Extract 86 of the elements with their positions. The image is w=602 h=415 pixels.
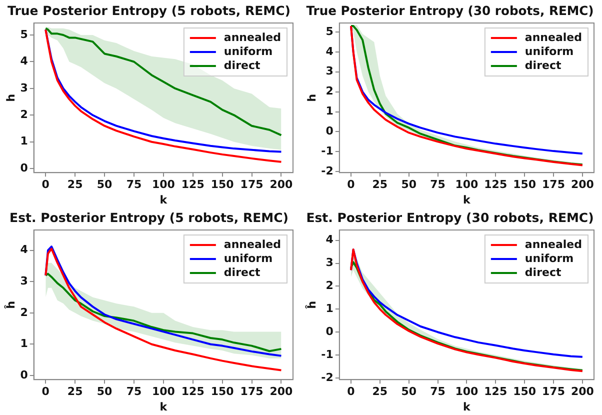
x-tick-label: 0 bbox=[42, 178, 50, 192]
x-tick-label: 125 bbox=[484, 178, 508, 192]
y-axis-title: h bbox=[4, 94, 18, 102]
y-tick-label: 1 bbox=[20, 337, 28, 350]
x-tick-label: 75 bbox=[430, 385, 446, 398]
legend-label: annealed bbox=[524, 238, 582, 251]
legend-label: uniform bbox=[224, 252, 273, 265]
x-tick-label: 200 bbox=[270, 178, 294, 192]
x-tick-label: 125 bbox=[181, 178, 204, 192]
y-tick-label: 0 bbox=[326, 324, 334, 338]
y-tick-label: 3 bbox=[20, 274, 28, 288]
x-tick-label: 100 bbox=[152, 385, 176, 398]
x-tick-label: 25 bbox=[67, 385, 83, 398]
y-tick-label: 1 bbox=[326, 302, 334, 316]
x-tick-label: 175 bbox=[240, 178, 264, 192]
y-tick-label: -1 bbox=[321, 348, 334, 361]
y-tick-label: 1 bbox=[20, 134, 28, 148]
chart-title: True Posterior Entropy (5 robots, REMC) bbox=[8, 2, 290, 18]
x-tick-label: 200 bbox=[570, 178, 594, 192]
x-tick-label: 100 bbox=[455, 385, 479, 398]
x-tick-label: 150 bbox=[210, 178, 234, 192]
x-axis-title: k bbox=[463, 193, 472, 206]
legend-label: direct bbox=[524, 58, 562, 72]
x-tick-label: 150 bbox=[513, 178, 536, 192]
x-tick-label: 150 bbox=[513, 385, 536, 398]
x-axis-title: k bbox=[463, 400, 472, 414]
legend-label: annealed bbox=[224, 30, 282, 44]
y-tick-label: 0 bbox=[20, 161, 28, 174]
y-tick-label: 0 bbox=[20, 368, 28, 382]
y-tick-label: 4 bbox=[326, 233, 334, 246]
x-axis-title: k bbox=[160, 193, 168, 206]
x-tick-label: 125 bbox=[484, 385, 508, 398]
chart-title: Est. Posterior Entropy (30 robots, REMC) bbox=[306, 210, 594, 225]
x-tick-label: 25 bbox=[67, 178, 83, 192]
y-tick-label: 0 bbox=[326, 124, 334, 138]
y-tick-label: -2 bbox=[321, 370, 334, 384]
x-tick-label: 50 bbox=[401, 385, 417, 398]
legend-label: direct bbox=[524, 266, 562, 279]
x-tick-label: 125 bbox=[181, 385, 204, 398]
x-tick-label: 75 bbox=[126, 178, 142, 192]
y-tick-label: 2 bbox=[326, 84, 334, 98]
x-tick-label: 0 bbox=[347, 385, 356, 398]
x-tick-label: 25 bbox=[372, 178, 388, 192]
x-tick-label: 0 bbox=[347, 178, 356, 192]
x-tick-label: 0 bbox=[42, 385, 50, 398]
y-tick-label: 1 bbox=[326, 104, 334, 118]
y-tick-label: 5 bbox=[20, 28, 28, 41]
y-axis-title: ĥ bbox=[304, 300, 318, 310]
x-tick-label: 200 bbox=[270, 385, 294, 398]
legend-label: uniform bbox=[224, 44, 273, 58]
y-tick-label: -2 bbox=[321, 164, 334, 178]
x-tick-label: 75 bbox=[430, 178, 446, 192]
y-tick-label: 3 bbox=[326, 64, 334, 78]
legend-label: uniform bbox=[524, 44, 574, 58]
x-tick-label: 75 bbox=[126, 385, 142, 398]
y-tick-label: 5 bbox=[326, 24, 334, 38]
y-tick-label: -1 bbox=[321, 144, 334, 158]
y-axis-title: h bbox=[305, 94, 318, 102]
x-tick-label: 50 bbox=[96, 385, 113, 398]
x-tick-label: 200 bbox=[570, 385, 594, 398]
x-tick-label: 25 bbox=[372, 385, 388, 398]
y-tick-label: 2 bbox=[326, 279, 334, 292]
y-tick-label: 4 bbox=[326, 44, 334, 58]
x-tick-label: 175 bbox=[542, 178, 565, 192]
x-tick-label: 100 bbox=[152, 178, 176, 192]
x-tick-label: 150 bbox=[210, 385, 234, 398]
legend-label: direct bbox=[224, 266, 260, 279]
x-tick-label: 50 bbox=[96, 178, 113, 192]
x-tick-label: 175 bbox=[240, 385, 264, 398]
x-tick-label: 100 bbox=[455, 178, 479, 192]
x-axis-title: k bbox=[160, 400, 168, 414]
legend-label: uniform bbox=[524, 252, 574, 265]
y-tick-label: 4 bbox=[20, 54, 28, 68]
y-tick-label: 2 bbox=[20, 306, 28, 319]
legend-label: annealed bbox=[524, 30, 582, 44]
y-tick-label: 3 bbox=[326, 256, 334, 270]
y-axis-title: ĥ bbox=[3, 300, 18, 310]
x-tick-label: 50 bbox=[401, 178, 417, 192]
chart-title: Est. Posterior Entropy (5 robots, REMC) bbox=[10, 210, 288, 225]
x-tick-label: 175 bbox=[542, 385, 565, 398]
legend-label: annealed bbox=[224, 238, 282, 251]
y-tick-label: 3 bbox=[20, 81, 28, 94]
y-tick-label: 4 bbox=[20, 243, 28, 256]
chart-title: True Posterior Entropy (30 robots, REMC) bbox=[306, 2, 594, 18]
y-tick-label: 2 bbox=[20, 108, 28, 122]
legend-label: direct bbox=[224, 58, 260, 72]
